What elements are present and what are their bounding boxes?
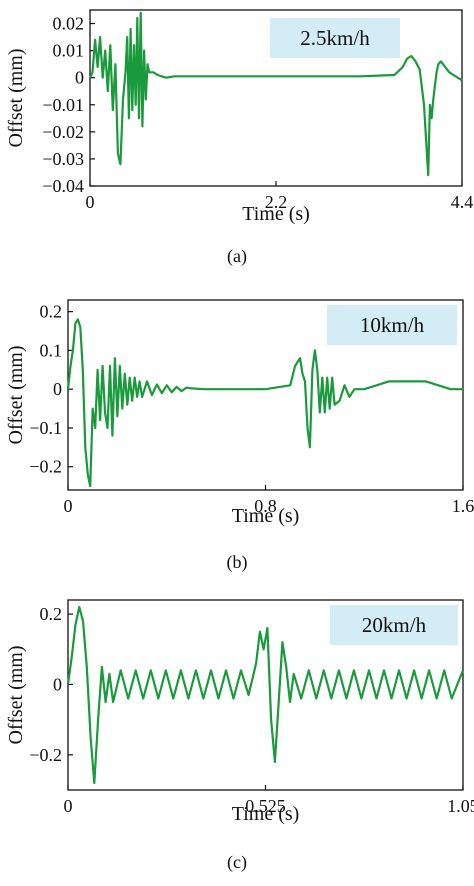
y-axis-label: Offset (mm) xyxy=(5,345,27,444)
x-axis-label: Time (s) xyxy=(232,505,300,527)
y-tick-label: 0.01 xyxy=(53,41,85,61)
y-tick-label: −0.2 xyxy=(29,745,62,765)
y-axis-label: Offset (mm) xyxy=(5,645,27,744)
speed-badge xyxy=(270,18,400,58)
x-tick-label: 0 xyxy=(86,192,95,212)
x-axis-label: Time (s) xyxy=(242,203,310,225)
x-tick-label: 0 xyxy=(64,796,73,816)
speed-badge-label: 10km/h xyxy=(360,313,425,337)
x-tick-label: 1.6 xyxy=(452,496,474,516)
y-tick-label: 0 xyxy=(53,674,62,694)
y-tick-label: 0.02 xyxy=(53,14,85,34)
x-tick-label: 0.8 xyxy=(254,496,277,516)
chart-panel: 0.2 0 −0.2 0 0.525 1.05 Time (s) Offset (mm) 20k… xyxy=(5,599,474,873)
y-tick-label: −0.02 xyxy=(42,122,84,142)
speed-badge-label: 2.5km/h xyxy=(300,26,370,50)
y-tick-label: 0.2 xyxy=(40,604,63,624)
y-tick-label: −0.2 xyxy=(29,457,62,477)
x-tick-label: 4.4 xyxy=(451,192,474,212)
y-tick-label: −0.04 xyxy=(42,176,84,196)
panel-caption: (b) xyxy=(227,552,248,573)
x-tick-label: 1.05 xyxy=(447,796,474,816)
panel-caption: (a) xyxy=(227,246,247,267)
speed-badge xyxy=(330,605,458,645)
y-tick-label: −0.1 xyxy=(29,418,62,438)
panel-caption: (c) xyxy=(227,852,247,873)
x-tick-label: 2.2 xyxy=(265,192,288,212)
y-axis-label: Offset (mm) xyxy=(5,48,27,147)
x-tick-label: 0.525 xyxy=(245,796,286,816)
y-tick-label: −0.03 xyxy=(42,149,84,169)
x-tick-label: 0 xyxy=(64,496,73,516)
offset-series-line xyxy=(66,605,465,785)
chart-panel: 0.020.010−0.01−0.02−0.03−0.040 2.2 4.4Time… xyxy=(5,9,474,267)
speed-badge xyxy=(327,305,457,345)
speed-badge-label: 20km/h xyxy=(362,613,427,637)
offset-series-line xyxy=(89,11,463,177)
x-axis-label: Time (s) xyxy=(232,803,300,825)
offset-series-line xyxy=(66,318,463,488)
y-tick-label: −0.01 xyxy=(42,95,84,115)
y-tick-label: 0 xyxy=(53,379,62,399)
y-tick-label: 0 xyxy=(75,68,84,88)
y-tick-label: 0.1 xyxy=(40,340,63,360)
y-tick-label: 0.2 xyxy=(40,302,63,322)
